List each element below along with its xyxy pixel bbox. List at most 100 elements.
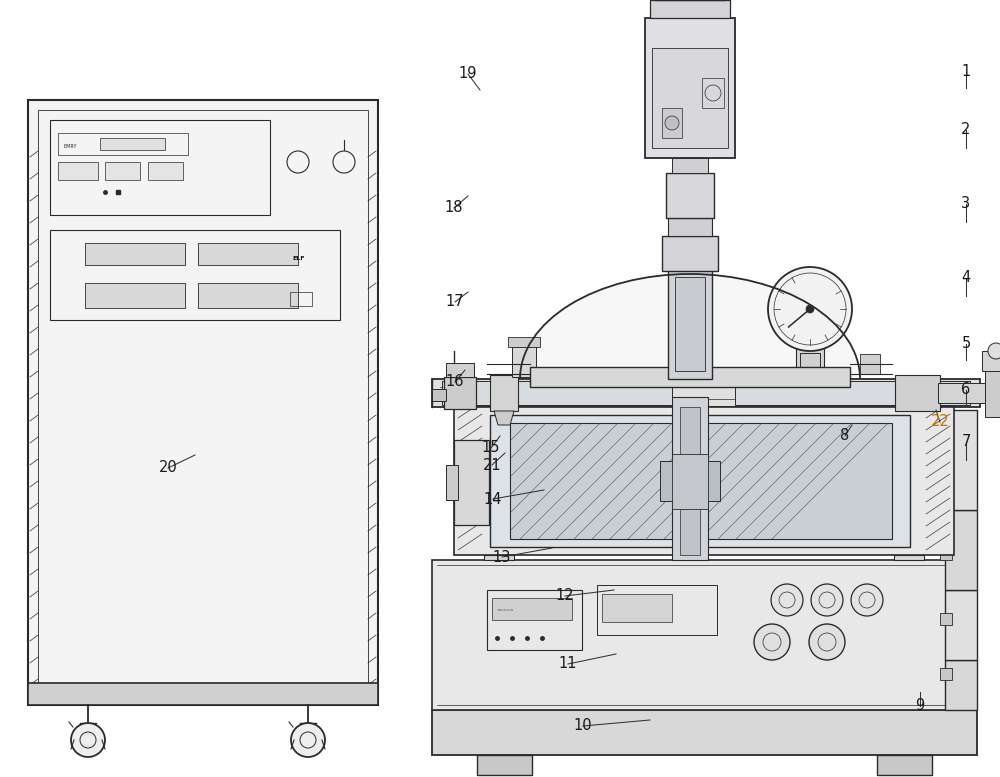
Bar xyxy=(652,48,728,148)
Bar xyxy=(660,461,720,501)
Bar xyxy=(432,710,977,755)
Bar xyxy=(512,347,536,377)
Bar xyxy=(940,548,952,560)
Bar xyxy=(28,683,378,705)
Bar xyxy=(940,613,952,625)
Bar xyxy=(702,78,724,108)
Text: 10: 10 xyxy=(574,719,592,733)
Text: 21: 21 xyxy=(483,458,501,472)
Text: 2: 2 xyxy=(961,123,971,138)
Bar xyxy=(672,397,708,560)
Bar xyxy=(58,162,98,180)
Bar xyxy=(645,18,735,158)
Bar xyxy=(85,283,185,308)
Bar xyxy=(432,560,977,710)
Bar xyxy=(662,108,682,138)
Bar xyxy=(800,353,820,379)
Circle shape xyxy=(771,584,803,616)
Bar xyxy=(860,354,880,374)
Bar xyxy=(982,351,1000,371)
Bar xyxy=(672,158,708,173)
Bar xyxy=(945,590,977,660)
Text: 22: 22 xyxy=(931,414,949,430)
Bar xyxy=(290,292,312,306)
Bar xyxy=(735,381,970,405)
Bar xyxy=(28,100,378,705)
Bar xyxy=(877,755,932,775)
Bar xyxy=(940,668,952,680)
Bar xyxy=(454,407,954,555)
Bar xyxy=(444,377,476,409)
Bar xyxy=(945,510,977,590)
Circle shape xyxy=(754,624,790,660)
Bar xyxy=(894,555,924,560)
Bar xyxy=(672,454,708,509)
Polygon shape xyxy=(494,411,514,425)
Text: ELF: ELF xyxy=(292,256,304,261)
Text: 6: 6 xyxy=(961,382,971,398)
Bar xyxy=(650,0,730,18)
Bar xyxy=(487,590,582,650)
Bar xyxy=(666,173,714,218)
Text: 16: 16 xyxy=(446,375,464,389)
Text: 18: 18 xyxy=(445,200,463,215)
Bar xyxy=(148,162,183,180)
Circle shape xyxy=(811,584,843,616)
Circle shape xyxy=(809,624,845,660)
Bar xyxy=(602,594,672,622)
Bar xyxy=(477,755,532,775)
Bar xyxy=(675,277,705,371)
Text: =====: ===== xyxy=(497,608,514,612)
Bar xyxy=(446,363,474,377)
Circle shape xyxy=(806,305,814,313)
Text: 4: 4 xyxy=(961,270,971,285)
Text: 19: 19 xyxy=(459,67,477,82)
Text: 13: 13 xyxy=(493,549,511,565)
Circle shape xyxy=(665,116,679,130)
Text: EMRY: EMRY xyxy=(64,144,78,148)
Bar xyxy=(198,243,298,265)
Bar xyxy=(510,423,892,539)
Text: 15: 15 xyxy=(482,441,500,455)
Bar xyxy=(442,381,672,405)
Bar xyxy=(668,218,712,236)
Bar xyxy=(198,283,298,308)
Bar xyxy=(100,138,165,150)
Circle shape xyxy=(988,343,1000,359)
Bar xyxy=(945,660,977,710)
Bar xyxy=(490,415,910,547)
Bar xyxy=(432,379,980,407)
Bar xyxy=(50,120,270,215)
Bar xyxy=(50,230,340,320)
Bar xyxy=(38,110,368,695)
Text: 20: 20 xyxy=(159,461,177,476)
Bar xyxy=(492,598,572,620)
Text: 17: 17 xyxy=(446,294,464,309)
Bar xyxy=(940,458,952,470)
Circle shape xyxy=(291,723,325,757)
Bar xyxy=(668,269,712,379)
Text: 5: 5 xyxy=(961,336,971,351)
Bar xyxy=(58,133,188,155)
Bar xyxy=(530,367,850,387)
Bar xyxy=(454,440,489,525)
Text: 14: 14 xyxy=(484,492,502,507)
Text: 11: 11 xyxy=(559,657,577,671)
Text: 7: 7 xyxy=(961,434,971,450)
Bar xyxy=(105,162,140,180)
Bar xyxy=(85,243,185,265)
Circle shape xyxy=(71,723,105,757)
Bar xyxy=(938,383,993,403)
Bar xyxy=(432,389,446,401)
Text: 8: 8 xyxy=(840,428,850,444)
Bar xyxy=(508,337,540,347)
Bar xyxy=(662,236,718,271)
Text: 1: 1 xyxy=(961,64,971,79)
Bar xyxy=(446,465,458,500)
Circle shape xyxy=(768,267,852,351)
Bar xyxy=(597,585,717,635)
Bar xyxy=(895,375,940,411)
Text: 3: 3 xyxy=(961,197,971,211)
Bar xyxy=(992,381,1000,405)
Bar xyxy=(796,319,824,379)
